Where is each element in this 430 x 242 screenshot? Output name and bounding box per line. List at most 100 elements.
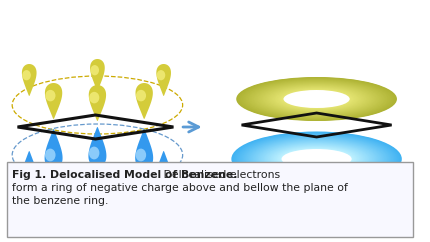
Ellipse shape [261,142,371,176]
Ellipse shape [236,133,396,185]
Ellipse shape [255,140,377,178]
Polygon shape [89,158,105,196]
Polygon shape [155,151,171,187]
Ellipse shape [259,83,372,114]
Ellipse shape [283,90,349,108]
Ellipse shape [251,81,381,117]
Ellipse shape [267,86,364,112]
Ellipse shape [273,87,358,111]
Ellipse shape [261,84,371,114]
Ellipse shape [89,177,99,189]
Ellipse shape [233,132,398,186]
Ellipse shape [265,85,367,113]
Ellipse shape [278,148,353,170]
Ellipse shape [257,83,375,115]
Ellipse shape [253,82,378,116]
Text: form a ring of negative charge above and bellow the plane of: form a ring of negative charge above and… [12,183,347,193]
Ellipse shape [276,147,356,171]
Ellipse shape [238,134,393,184]
FancyBboxPatch shape [7,162,412,237]
Ellipse shape [269,86,363,112]
Ellipse shape [281,149,351,169]
Ellipse shape [246,80,385,118]
Ellipse shape [249,81,383,117]
Ellipse shape [247,80,384,118]
Ellipse shape [89,92,99,103]
Ellipse shape [242,79,390,119]
Text: Fig 1. Delocalised Model of Benzene.: Fig 1. Delocalised Model of Benzene. [12,170,236,180]
Ellipse shape [256,140,376,178]
Ellipse shape [268,145,363,173]
Ellipse shape [157,70,165,80]
Ellipse shape [280,149,352,169]
Ellipse shape [257,141,375,177]
Polygon shape [135,129,153,169]
Ellipse shape [240,135,392,183]
Ellipse shape [135,149,146,161]
Ellipse shape [276,88,356,110]
Ellipse shape [45,149,55,161]
Ellipse shape [280,89,351,109]
Ellipse shape [263,84,369,113]
Ellipse shape [245,80,387,118]
Text: the benzene ring.: the benzene ring. [12,196,108,206]
Ellipse shape [255,82,377,116]
Ellipse shape [22,169,31,180]
Polygon shape [90,59,104,91]
Ellipse shape [243,79,389,119]
Polygon shape [45,83,62,119]
Ellipse shape [264,143,367,175]
Ellipse shape [232,132,399,186]
Text: Delocalised electrons: Delocalised electrons [160,170,279,180]
Polygon shape [135,83,153,119]
Ellipse shape [249,138,384,180]
Ellipse shape [264,85,368,113]
Polygon shape [156,64,171,96]
Polygon shape [21,151,37,187]
Ellipse shape [270,145,362,173]
Ellipse shape [253,139,378,179]
Polygon shape [22,64,37,96]
Ellipse shape [271,87,361,111]
Ellipse shape [256,83,376,115]
Ellipse shape [238,78,394,120]
Ellipse shape [236,77,396,121]
Ellipse shape [279,89,353,109]
Ellipse shape [261,84,370,114]
Ellipse shape [263,143,369,175]
Ellipse shape [282,90,350,108]
Ellipse shape [260,142,372,176]
Ellipse shape [271,145,361,173]
Ellipse shape [156,169,165,180]
Ellipse shape [245,136,387,182]
Ellipse shape [237,77,395,121]
Ellipse shape [241,135,391,183]
Ellipse shape [247,137,384,181]
Ellipse shape [242,136,390,182]
Ellipse shape [278,89,353,109]
Ellipse shape [275,88,357,110]
Polygon shape [44,129,62,169]
Ellipse shape [275,147,357,171]
Ellipse shape [266,85,366,113]
Ellipse shape [252,139,380,179]
Ellipse shape [243,136,388,182]
Ellipse shape [45,90,55,101]
Ellipse shape [262,143,370,175]
Ellipse shape [246,137,386,181]
Ellipse shape [270,86,362,112]
Ellipse shape [244,79,388,119]
Ellipse shape [281,149,351,169]
Ellipse shape [267,144,365,174]
Ellipse shape [250,81,382,117]
Ellipse shape [135,90,146,101]
Ellipse shape [22,70,31,80]
Ellipse shape [231,131,401,187]
Ellipse shape [235,133,397,185]
Ellipse shape [251,138,381,180]
Ellipse shape [258,83,374,115]
Ellipse shape [239,78,393,120]
Ellipse shape [277,148,355,170]
Ellipse shape [89,147,99,159]
Ellipse shape [272,87,359,111]
